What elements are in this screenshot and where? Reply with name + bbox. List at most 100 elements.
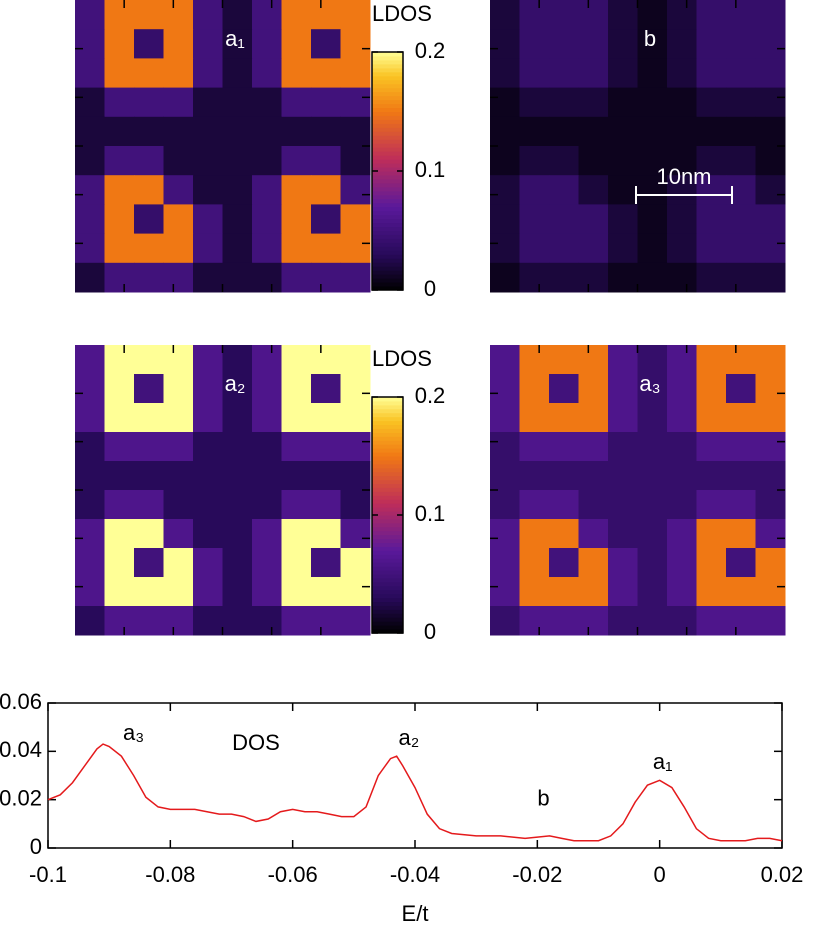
colorbar-step (372, 182, 403, 188)
heat-cell (578, 577, 609, 607)
heat-cell (134, 548, 164, 578)
colorbar-step (372, 495, 403, 500)
heat-cell (608, 519, 638, 549)
heat-cell (578, 548, 609, 578)
heat-cell (104, 519, 135, 549)
colorbar-step (372, 210, 403, 216)
colorbar-step (372, 286, 403, 291)
heat-cell (755, 0, 786, 30)
heat-cell (519, 577, 550, 607)
heat-cell (75, 87, 105, 118)
heat-cell (311, 490, 341, 520)
heat-cell (578, 175, 609, 205)
heat-cell (340, 606, 371, 636)
heat-cell (696, 204, 727, 235)
colorbar-step (372, 416, 403, 422)
heat-cell (134, 204, 164, 235)
heat-cell (755, 461, 786, 491)
heat-cell (311, 606, 341, 636)
heat-cell (104, 606, 135, 636)
heat-cell (608, 87, 638, 118)
heat-cell (163, 461, 194, 491)
heat-cell (163, 87, 194, 118)
colorbar-step (372, 135, 403, 140)
colorbar-step (372, 479, 403, 485)
colorbar-step (372, 408, 403, 414)
colorbar-step (372, 258, 403, 263)
heat-cell (340, 432, 371, 462)
colorbar-step (372, 63, 403, 69)
colorbar-step (372, 601, 403, 606)
heat-cell (193, 548, 223, 578)
heat-cell (637, 548, 668, 578)
colorbar-step (372, 206, 403, 212)
heat-cell (75, 116, 105, 147)
colorbar-step (372, 71, 403, 77)
colorbar-step (372, 131, 403, 136)
heat-cell (726, 403, 756, 433)
heat-cell (340, 403, 371, 433)
colorbar-step (372, 463, 403, 469)
y-tick-label: 0 (30, 834, 42, 859)
colorbar-step (372, 167, 403, 172)
heat-cell (134, 0, 164, 30)
heat-cell (726, 87, 756, 118)
heat-cell (637, 345, 668, 375)
heat-cell (104, 87, 135, 118)
annotation: DOS (232, 730, 280, 755)
heat-cell (193, 175, 223, 205)
colorbar-step (372, 79, 403, 85)
heat-cell (222, 175, 253, 205)
heat-cell (311, 58, 341, 89)
colorbar-step (372, 534, 403, 540)
heat-cell (519, 175, 550, 205)
heat-cell (726, 116, 756, 147)
heat-cell (222, 87, 253, 118)
heat-cell (163, 548, 194, 578)
heat-cell (637, 432, 668, 462)
heat-cell (667, 374, 697, 404)
heat-cell (104, 146, 135, 176)
heat-cell (340, 548, 371, 578)
heat-cell (75, 0, 105, 30)
heat-cell (726, 548, 756, 578)
heat-cell (490, 262, 520, 293)
heat-cell (281, 432, 312, 462)
heat-cell (490, 233, 520, 264)
colorbar-step (372, 605, 403, 610)
heat-cell (104, 204, 135, 235)
colorbar-step (372, 483, 403, 488)
heat-cell (490, 490, 520, 520)
heat-cell (726, 374, 756, 404)
heat-cell (696, 29, 727, 59)
colorbar-step (372, 629, 403, 634)
colorbar-step (372, 487, 403, 492)
heat-cell (252, 490, 282, 520)
heat-cell (549, 233, 579, 264)
colorbar-step (372, 581, 403, 587)
heat-cell (340, 490, 371, 520)
heat-cell (340, 29, 371, 59)
heat-cell (311, 577, 341, 607)
heat-cell (667, 345, 697, 375)
heat-cell (340, 175, 371, 205)
heat-cell (578, 116, 609, 147)
heat-cell (163, 432, 194, 462)
colorbar-title: LDOS (372, 1, 432, 26)
colorbar-step (372, 190, 403, 196)
colorbar-step (372, 222, 403, 228)
heat-cell (667, 58, 697, 89)
heat-cell (281, 116, 312, 147)
heat-cell (134, 146, 164, 176)
heat-cell (104, 262, 135, 293)
heat-cell (755, 262, 786, 293)
colorbar-step (372, 143, 403, 148)
heat-cell (252, 87, 282, 118)
x-tick-label: 0.02 (761, 862, 804, 887)
colorbar-step (372, 530, 403, 536)
colorbar-step (372, 471, 403, 477)
heat-cell (281, 0, 312, 30)
heat-cell (222, 374, 253, 404)
colorbar-step (372, 151, 403, 156)
colorbar-step (372, 428, 403, 433)
